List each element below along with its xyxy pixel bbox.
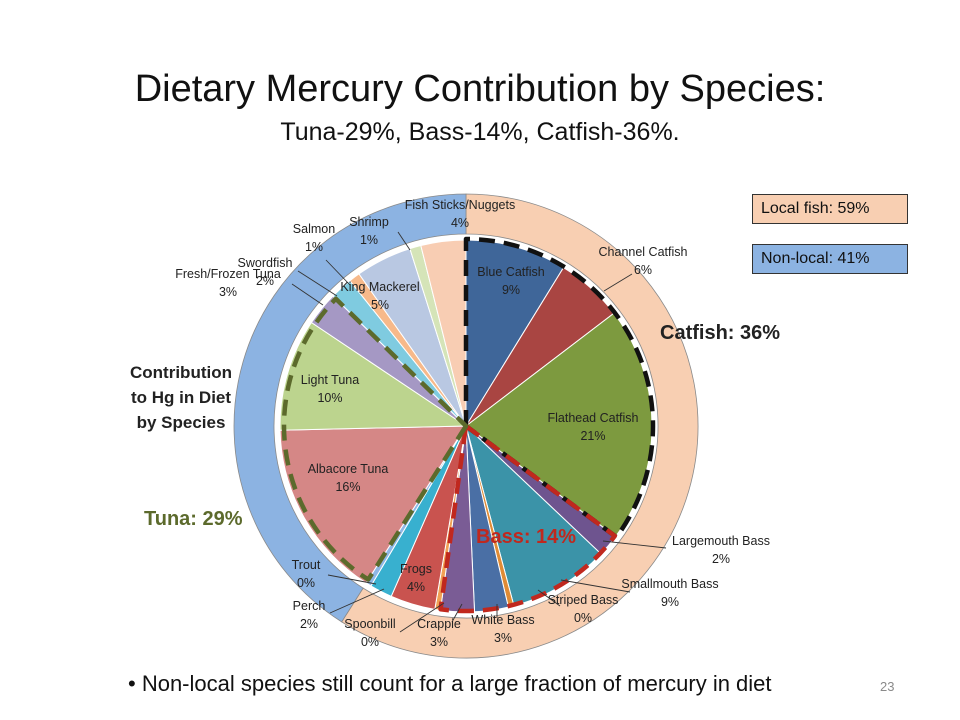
label-smallmouth-bass: Smallmouth Bass (621, 577, 718, 591)
side-label-line-1: Contribution (130, 363, 232, 382)
value-perch: 2% (300, 617, 318, 631)
label-frogs: Frogs (400, 562, 432, 576)
leader-largemouth-bass (602, 540, 667, 549)
value-albacore-tuna: 16% (335, 480, 360, 494)
value-shrimp: 1% (360, 233, 378, 247)
page-number: 23 (880, 679, 895, 694)
label-spoonbill: Spoonbill (344, 617, 395, 631)
value-striped-bass: 0% (574, 611, 592, 625)
value-channel-catfish: 6% (634, 263, 652, 277)
label-fresh-frozen-tuna: Fresh/Frozen Tuna (175, 267, 281, 281)
tuna-group-label: Tuna: 29% (144, 508, 243, 530)
label-channel-catfish: Channel Catfish (599, 245, 688, 259)
label-swordfish: Swordfish (238, 256, 293, 270)
label-shrimp: Shrimp (349, 215, 389, 229)
label-white-bass: White Bass (471, 613, 534, 627)
slide-title: Dietary Mercury Contribution by Species: (134, 68, 826, 110)
label-king-mackerel: King Mackerel (340, 280, 419, 294)
leader-salmon (325, 259, 351, 286)
catfish-group-label: Catfish: 36% (660, 322, 781, 344)
legend-nonlocal-fish: Non-local: 41% (752, 244, 908, 274)
leader-smallmouth-bass (560, 579, 631, 593)
value-light-tuna: 10% (317, 391, 342, 405)
leader-perch (329, 588, 385, 614)
label-blue-catfish: Blue Catfish (477, 265, 544, 279)
label-albacore-tuna: Albacore Tuna (308, 462, 389, 476)
label-trout: Trout (292, 558, 321, 572)
leader-crappie (451, 603, 463, 623)
value-frogs: 4% (407, 580, 425, 594)
side-label-line-2: to Hg in Diet (130, 388, 232, 407)
label-largemouth-bass: Largemouth Bass (672, 534, 770, 548)
leader-trout (327, 574, 377, 585)
value-king-mackerel: 5% (371, 298, 389, 312)
value-smallmouth-bass: 9% (661, 595, 679, 609)
catfish-group-outline (463, 236, 656, 540)
label-salmon: Salmon (293, 222, 335, 236)
leader-channel-catfish (603, 273, 633, 292)
value-fresh-frozen-tuna: 3% (219, 285, 237, 299)
side-label-line-3: by Species (136, 413, 226, 432)
chart-side-label: Contribution to Hg in Diet by Species (108, 360, 254, 435)
bass-group-label: Bass: 14% (476, 526, 577, 548)
value-trout: 0% (297, 576, 315, 590)
leader-fresh-frozen-tuna (291, 283, 324, 306)
outer-ring-non-local (233, 193, 467, 623)
legend-local-fish: Local fish: 59% (752, 194, 908, 224)
value-fish-sticks-nuggets: 4% (451, 216, 469, 230)
value-swordfish: 2% (256, 274, 274, 288)
label-striped-bass: Striped Bass (548, 593, 619, 607)
label-light-tuna: Light Tuna (301, 373, 359, 387)
value-salmon: 1% (305, 240, 323, 254)
value-crappie: 3% (430, 635, 448, 649)
leader-striped-bass (537, 589, 561, 607)
value-spoonbill: 0% (361, 635, 379, 649)
value-blue-catfish: 9% (502, 283, 520, 297)
value-flathead-catfish: 21% (580, 429, 605, 443)
value-white-bass: 3% (494, 631, 512, 645)
outer-ring-local-fish (341, 193, 699, 659)
slice-light-tuna (279, 321, 468, 431)
label-fish-sticks-nuggets: Fish Sticks/Nuggets (405, 198, 515, 212)
leader-shrimp (397, 231, 411, 251)
value-largemouth-bass: 2% (712, 552, 730, 566)
bullet-point: • Non-local species still count for a la… (128, 671, 772, 696)
bass-group-outline (438, 423, 618, 614)
leader-spoonbill (399, 602, 445, 633)
label-crappie: Crappie (417, 617, 461, 631)
slide-subtitle: Tuna-29%, Bass-14%, Catfish-36%. (280, 118, 680, 146)
label-flathead-catfish: Flathead Catfish (547, 411, 638, 425)
label-perch: Perch (293, 599, 326, 613)
leader-swordfish (297, 270, 338, 297)
